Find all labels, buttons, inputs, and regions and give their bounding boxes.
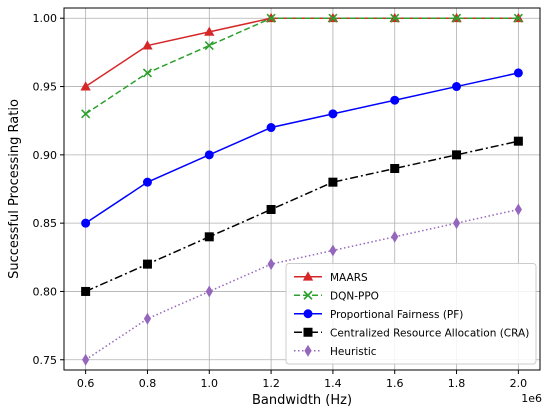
data-point [514, 203, 522, 216]
x-tick-label: 1.8 [448, 377, 466, 390]
x-tick-label: 0.8 [139, 377, 157, 390]
y-tick-label: 0.75 [33, 354, 58, 367]
data-point [142, 40, 153, 50]
data-point [204, 26, 215, 36]
x-tick-label: 1.6 [386, 377, 404, 390]
series-line [85, 140, 519, 293]
data-point [390, 13, 400, 23]
data-point [390, 95, 400, 105]
data-point [142, 177, 152, 187]
legend-label: DQN-PPO [330, 290, 379, 302]
data-point [204, 232, 214, 242]
data-point [142, 259, 152, 269]
legend-box [285, 263, 537, 365]
data-point [81, 109, 91, 119]
data-point [328, 109, 338, 119]
data-point [205, 285, 213, 298]
series-1 [81, 13, 523, 119]
legend-entry: MAARS [294, 271, 368, 284]
x-tick-label: 1.2 [262, 377, 280, 390]
data-point [513, 13, 523, 23]
series-layer [80, 12, 524, 366]
series-line [85, 17, 519, 88]
legend-marker [302, 271, 314, 281]
data-point [452, 150, 462, 160]
data-point [204, 41, 214, 51]
data-point [142, 68, 153, 78]
x-axis-offset-label: 1e6 [521, 392, 542, 405]
legend-label: Proportional Fairness (PF) [330, 309, 463, 321]
data-point [266, 204, 276, 214]
legend-entry: Heuristic [294, 344, 377, 358]
data-point [391, 230, 399, 243]
data-point [143, 312, 152, 325]
legend-label: MAARS [330, 272, 368, 284]
legend-marker [303, 309, 313, 319]
data-point [266, 13, 276, 23]
y-tick-label: 0.90 [33, 149, 58, 162]
legend-entry: Centralized Resource Allocation (CRA) [294, 327, 529, 339]
legend-marker [303, 290, 313, 300]
data-point [513, 68, 523, 78]
data-point [82, 353, 90, 366]
ticks: 0.6 0.8 1.0 1.2 1.4 1.6 1.8 2.0 0.75 0.80 0.85 0.90… [33, 12, 528, 390]
data-point [266, 123, 276, 133]
x-tick-label: 1.0 [201, 377, 219, 390]
y-tick-label: 1.00 [33, 12, 58, 25]
y-tick-label: 0.95 [33, 81, 58, 94]
data-point [81, 218, 91, 228]
data-point [80, 81, 91, 91]
legend-marker [303, 327, 313, 337]
data-point [328, 177, 338, 187]
y-tick-label: 0.85 [33, 217, 58, 230]
x-tick-label: 0.6 [77, 377, 95, 390]
series-4 [82, 203, 522, 366]
data-point [513, 136, 523, 146]
legend-entry: DQN-PPO [294, 290, 379, 302]
data-point [204, 150, 214, 160]
x-tick-label: 2.0 [510, 377, 528, 390]
data-point [81, 286, 91, 296]
data-point [329, 244, 337, 257]
y-axis-label: Successful Processing Ratio [7, 99, 22, 279]
y-tick-label: 0.80 [33, 285, 58, 298]
series-line [85, 17, 519, 115]
series-line [85, 208, 519, 361]
legend-entry: Proportional Fairness (PF) [294, 309, 463, 321]
series-line [85, 72, 519, 224]
data-point [267, 258, 275, 271]
legend-marker [304, 344, 312, 357]
x-tick-label: 1.4 [324, 377, 342, 390]
data-point [328, 13, 338, 23]
plot-frame [63, 7, 541, 371]
data-point [390, 164, 400, 174]
data-point [452, 82, 462, 92]
legend-label: Heuristic [330, 346, 377, 358]
legend-label: Centralized Resource Allocation (CRA) [330, 327, 529, 339]
x-axis-label: Bandwidth (Hz) [252, 393, 352, 408]
data-point [451, 13, 462, 23]
series-2 [81, 68, 523, 228]
data-point [452, 217, 461, 230]
series-3 [81, 136, 523, 296]
legend: MAARS DQN-PPO Proportional Fairness (PF) Ce… [285, 263, 537, 365]
